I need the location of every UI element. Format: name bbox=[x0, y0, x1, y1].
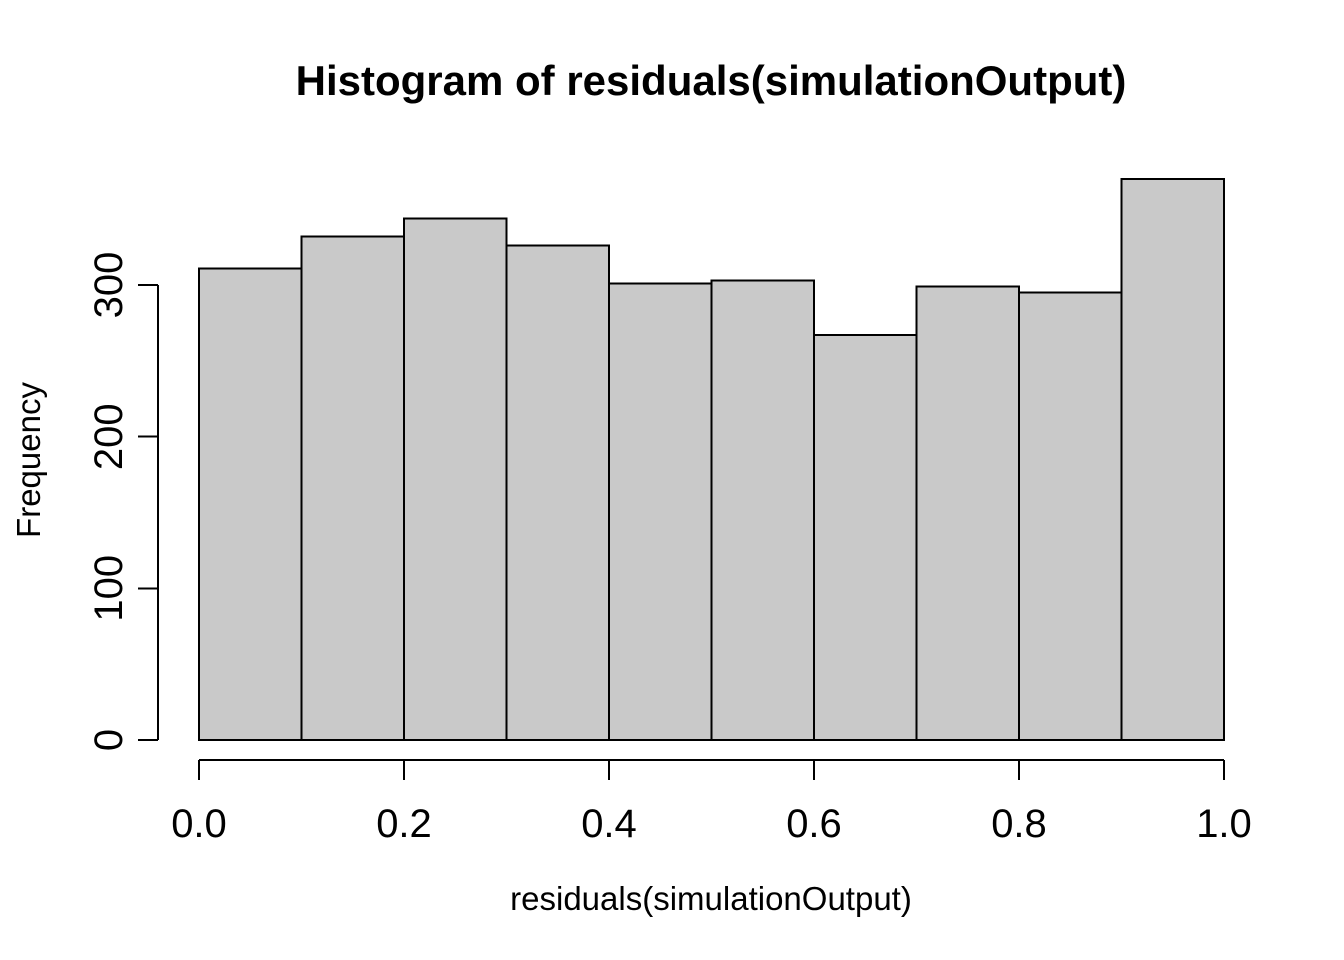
x-tick-label: 1.0 bbox=[1196, 802, 1252, 846]
chart-title: Histogram of residuals(simulationOutput) bbox=[296, 57, 1127, 104]
histogram-bar bbox=[1018, 291, 1123, 741]
x-tick-label: 0.6 bbox=[786, 802, 842, 846]
histogram-bar bbox=[403, 217, 508, 742]
histogram-bars-layer bbox=[198, 177, 1225, 742]
histogram-bar bbox=[813, 334, 918, 741]
histogram-bar bbox=[505, 244, 610, 741]
y-tick-label: 200 bbox=[87, 403, 131, 470]
x-tick-label: 0.4 bbox=[581, 802, 637, 846]
histogram-bar bbox=[915, 285, 1020, 741]
histogram-bar bbox=[300, 235, 405, 741]
x-tick-label: 0.0 bbox=[171, 802, 227, 846]
y-tick-label: 300 bbox=[87, 252, 131, 319]
histogram-bar bbox=[608, 282, 713, 741]
x-axis-title: residuals(simulationOutput) bbox=[510, 880, 912, 917]
x-tick-label: 0.8 bbox=[991, 802, 1047, 846]
axes-layer: 0 100 200 300 0.0 0.2 0.4 0.6 0.8 1.0 bbox=[87, 252, 1252, 846]
y-tick-label: 0 bbox=[87, 729, 131, 751]
histogram-bar bbox=[710, 279, 815, 741]
histogram-bar bbox=[1120, 177, 1225, 742]
histogram-bar bbox=[198, 267, 303, 741]
y-tick-label: 100 bbox=[87, 555, 131, 622]
y-axis-title: Frequency bbox=[10, 382, 47, 538]
x-tick-label: 0.2 bbox=[376, 802, 432, 846]
